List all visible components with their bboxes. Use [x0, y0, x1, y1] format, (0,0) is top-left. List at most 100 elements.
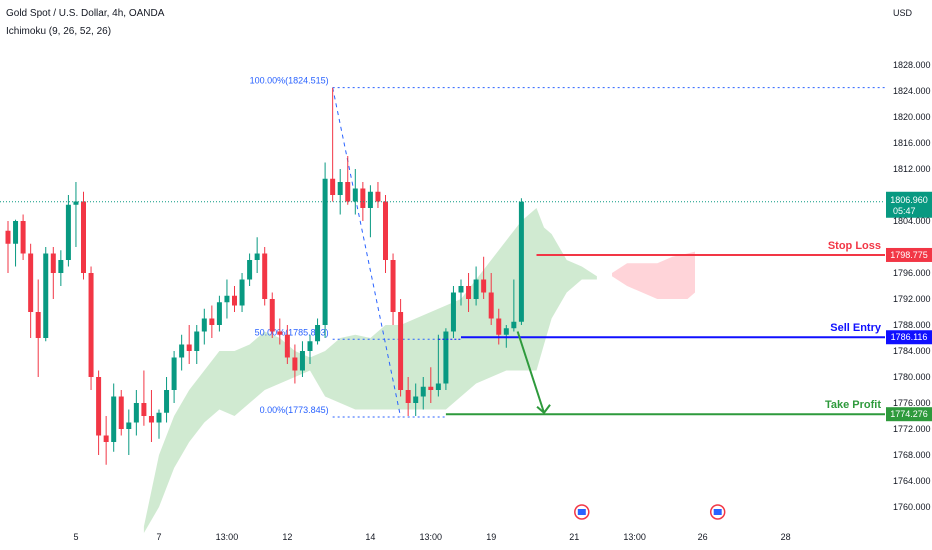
candle-body[interactable]: [20, 221, 26, 254]
flag-icon: [577, 509, 586, 515]
candle-body[interactable]: [232, 295, 237, 306]
time-tick-label: 13:00: [420, 532, 443, 542]
candle-body[interactable]: [111, 396, 117, 443]
price-tag: [886, 330, 932, 345]
fibonacci-retracement: 100.00%(1824.515) 50.00%(1785.803) 0.00%(1…: [250, 76, 885, 418]
time-tick-label: 12: [282, 532, 292, 542]
candle-timer-text: 05:47: [893, 206, 916, 216]
candle-body[interactable]: [435, 383, 441, 391]
candle-body[interactable]: [375, 191, 381, 202]
candle-body[interactable]: [488, 292, 494, 319]
candle-body[interactable]: [315, 325, 321, 342]
candle-body[interactable]: [269, 299, 275, 332]
candle-body[interactable]: [481, 279, 487, 293]
candle-body[interactable]: [345, 182, 351, 202]
candle-body[interactable]: [194, 331, 200, 352]
candle-body[interactable]: [209, 318, 215, 326]
level-label: Stop Loss: [828, 240, 881, 252]
cloud-bullish: [143, 208, 597, 533]
down-arrow: [516, 331, 551, 415]
candle-body[interactable]: [81, 201, 86, 274]
candle-body[interactable]: [50, 253, 56, 274]
ichimoku-cloud: [143, 208, 695, 533]
price-tick-label: 1768.000: [893, 450, 931, 460]
candle-body[interactable]: [239, 279, 245, 306]
time-tick-label: 5: [73, 532, 78, 542]
candle-body[interactable]: [216, 302, 222, 325]
candle-body[interactable]: [262, 253, 268, 300]
price-tick-label: 1784.000: [893, 346, 931, 356]
candle-body[interactable]: [179, 344, 185, 358]
candle-body[interactable]: [383, 201, 388, 261]
candle-body[interactable]: [360, 188, 366, 209]
chart-title: Gold Spot / U.S. Dollar, 4h, OANDA: [6, 8, 165, 19]
candle-body[interactable]: [96, 377, 102, 436]
candle-body[interactable]: [164, 390, 170, 413]
candle-body[interactable]: [330, 178, 336, 195]
cloud-bearish: [612, 251, 695, 299]
currency-label: USD: [893, 8, 913, 18]
time-tick-label: 21: [569, 532, 579, 542]
candle-body[interactable]: [284, 334, 290, 358]
time-tick-label: 13:00: [623, 532, 646, 542]
candle-body[interactable]: [322, 178, 328, 325]
candle-body[interactable]: [118, 396, 124, 430]
time-tick-label: 14: [365, 532, 375, 542]
candle-body[interactable]: [413, 396, 419, 404]
candle-body[interactable]: [88, 273, 94, 377]
candle-body[interactable]: [247, 260, 253, 280]
candle-body[interactable]: [390, 260, 396, 312]
candle-body[interactable]: [148, 416, 154, 423]
candle-body[interactable]: [277, 331, 283, 335]
candle-body[interactable]: [141, 403, 147, 416]
price-tick-label: 1760.000: [893, 502, 931, 512]
price-tick-label: 1812.000: [893, 164, 931, 174]
candle-body[interactable]: [65, 204, 71, 260]
candle-body[interactable]: [307, 341, 313, 351]
candle-body[interactable]: [126, 422, 132, 430]
price-tick-label: 1776.000: [893, 398, 931, 408]
candle-body[interactable]: [466, 286, 472, 299]
candle-body[interactable]: [35, 312, 41, 338]
candle-body[interactable]: [420, 386, 426, 397]
fib-level-label: 100.00%(1824.515): [250, 76, 329, 86]
price-tag: [886, 247, 932, 262]
candle-body[interactable]: [443, 331, 449, 384]
candle-body[interactable]: [186, 344, 192, 352]
candle-body[interactable]: [518, 201, 524, 322]
candle-body[interactable]: [398, 312, 404, 390]
candle-body[interactable]: [73, 201, 79, 205]
candle-body[interactable]: [473, 279, 479, 300]
candle-body[interactable]: [171, 357, 177, 391]
candle-body[interactable]: [103, 435, 109, 443]
price-tick-label: 1796.000: [893, 268, 931, 278]
candle-body[interactable]: [133, 403, 139, 423]
candle-body[interactable]: [496, 318, 502, 335]
candle-body[interactable]: [428, 386, 434, 390]
candle-body[interactable]: [201, 318, 207, 332]
candle-body[interactable]: [292, 357, 298, 371]
candle-body[interactable]: [13, 221, 19, 244]
candle-body[interactable]: [511, 321, 517, 329]
candle-body[interactable]: [405, 390, 411, 403]
candle-body[interactable]: [28, 253, 34, 313]
fib-trend-line: [332, 87, 402, 418]
candle-body[interactable]: [224, 295, 230, 303]
candle-body[interactable]: [43, 253, 49, 339]
price-tag-text: 1774.276: [890, 409, 928, 419]
candle-body[interactable]: [299, 351, 305, 371]
level-label: Take Profit: [825, 399, 881, 411]
candle-body[interactable]: [5, 230, 11, 244]
candle-body[interactable]: [58, 260, 64, 273]
candle-body[interactable]: [458, 286, 464, 293]
candle-body[interactable]: [254, 253, 260, 261]
candle-body[interactable]: [503, 328, 509, 335]
candle-body[interactable]: [450, 292, 456, 332]
time-tick-label: 19: [486, 532, 496, 542]
candle-body[interactable]: [367, 191, 373, 208]
candle-body[interactable]: [337, 182, 343, 195]
candle-body[interactable]: [156, 412, 162, 423]
candle-body[interactable]: [352, 188, 358, 202]
